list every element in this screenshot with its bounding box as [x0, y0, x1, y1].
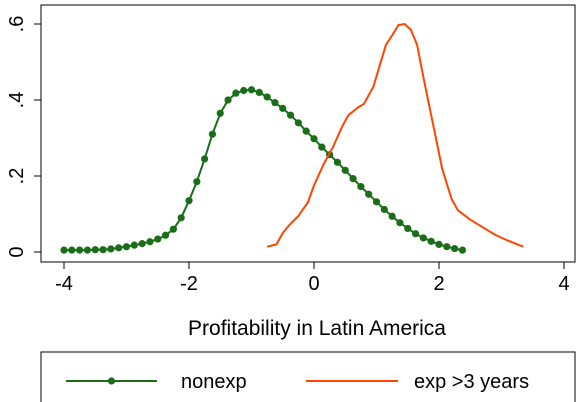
series-layer	[60, 23, 524, 254]
data-point	[443, 243, 451, 251]
data-point	[302, 127, 310, 135]
data-point	[68, 246, 76, 254]
data-point	[458, 246, 467, 254]
data-point	[294, 119, 302, 127]
data-point	[247, 86, 256, 94]
legend-label: nonexp	[181, 371, 247, 393]
data-point	[451, 244, 459, 253]
legend-marker	[107, 377, 116, 385]
y-tick-label: 0	[6, 246, 28, 257]
y-tick-label: .6	[6, 16, 28, 33]
data-point	[388, 212, 396, 220]
data-point	[115, 244, 123, 252]
data-point	[83, 246, 92, 254]
legend-box	[40, 351, 576, 402]
data-point	[404, 224, 412, 233]
data-point	[240, 86, 248, 95]
x-axis-ticks: -4 -2 0 2 4	[55, 262, 570, 295]
data-point	[169, 225, 177, 233]
y-tick-label: .4	[6, 92, 28, 109]
data-point	[122, 243, 131, 251]
data-point	[427, 237, 435, 245]
data-point	[146, 238, 154, 246]
x-tick-label: -4	[55, 273, 73, 295]
data-point	[224, 96, 232, 104]
x-tick-label: 4	[558, 273, 569, 295]
data-point	[396, 219, 404, 227]
y-tick-label: .2	[6, 168, 28, 185]
data-point	[193, 178, 201, 186]
data-point	[357, 183, 365, 191]
data-point	[201, 155, 209, 163]
x-tick-label: 2	[433, 273, 444, 295]
data-point	[185, 197, 193, 205]
data-point	[419, 234, 427, 242]
data-point	[60, 246, 68, 254]
series-line-2	[266, 23, 524, 248]
data-point	[372, 198, 381, 206]
data-point	[349, 175, 357, 183]
legend: nonexp exp >3 years	[40, 351, 576, 402]
x-axis-title: Profitability in Latin America	[188, 317, 446, 340]
data-point	[333, 158, 342, 166]
data-point	[411, 230, 420, 238]
data-point	[380, 205, 388, 214]
data-point	[318, 143, 326, 151]
data-point	[161, 231, 170, 239]
data-point	[286, 111, 295, 119]
data-point	[99, 246, 107, 254]
x-tick-label: -2	[180, 273, 198, 295]
series-line-1	[64, 88, 463, 252]
data-point	[271, 99, 279, 107]
data-point	[232, 89, 240, 97]
data-point	[208, 130, 217, 138]
data-point	[263, 93, 271, 101]
data-point	[91, 246, 99, 254]
data-point	[107, 245, 115, 253]
data-point	[255, 88, 263, 96]
data-point	[341, 166, 349, 174]
data-point	[130, 241, 138, 249]
data-point	[310, 135, 318, 143]
data-point	[76, 246, 84, 254]
data-point	[138, 240, 146, 248]
y-axis-ticks: 0 .2 .4 .6	[6, 16, 41, 258]
data-point	[216, 109, 224, 117]
data-point	[177, 214, 185, 222]
legend-label: exp >3 years	[414, 371, 529, 393]
data-point	[365, 190, 373, 198]
data-point	[154, 235, 162, 243]
legend-items: nonexp exp >3 years	[66, 371, 529, 393]
x-tick-label: 0	[308, 273, 319, 295]
data-point	[435, 240, 443, 248]
data-point	[279, 104, 287, 112]
